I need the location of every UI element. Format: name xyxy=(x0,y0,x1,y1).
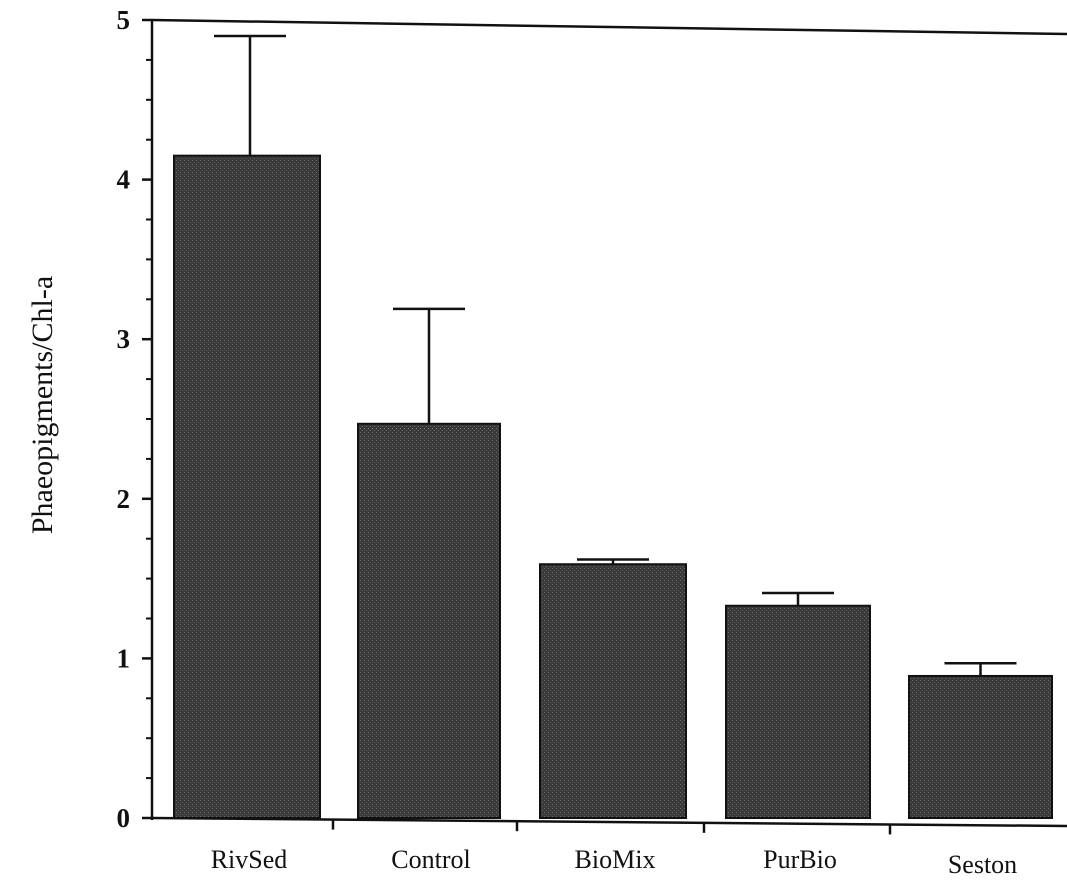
bars-layer xyxy=(173,154,1053,820)
y-tick-label: 5 xyxy=(117,5,131,35)
y-tick-label: 2 xyxy=(117,484,131,514)
bar-control xyxy=(357,422,501,819)
y-tick-label: 4 xyxy=(117,165,131,195)
x-axis-line xyxy=(151,816,1067,828)
x-tick-label: RivSed xyxy=(211,845,288,874)
x-tick-label: BioMix xyxy=(575,845,656,874)
y-tick-label: 1 xyxy=(117,643,131,673)
axes-layer xyxy=(142,18,1067,835)
y-tick-label: 0 xyxy=(117,803,131,833)
bar-purbio xyxy=(725,604,871,819)
y-tick-label: 3 xyxy=(117,324,131,354)
y-axis-title: Phaeopigments/Chl-a xyxy=(26,276,59,534)
bar-rivsed xyxy=(173,154,321,820)
error-bars-layer xyxy=(214,34,1017,676)
x-tick-label: Control xyxy=(391,845,470,874)
bar-biomix xyxy=(539,563,687,820)
x-tick-label: Seston xyxy=(948,850,1017,879)
x-tick-label: PurBio xyxy=(763,845,837,874)
top-frame-line xyxy=(151,18,1067,36)
bar-seston xyxy=(908,674,1053,819)
labels-layer: 0 1 2 3 4 5 RivSed Control BioMix PurBio Seston xyxy=(117,5,1018,879)
